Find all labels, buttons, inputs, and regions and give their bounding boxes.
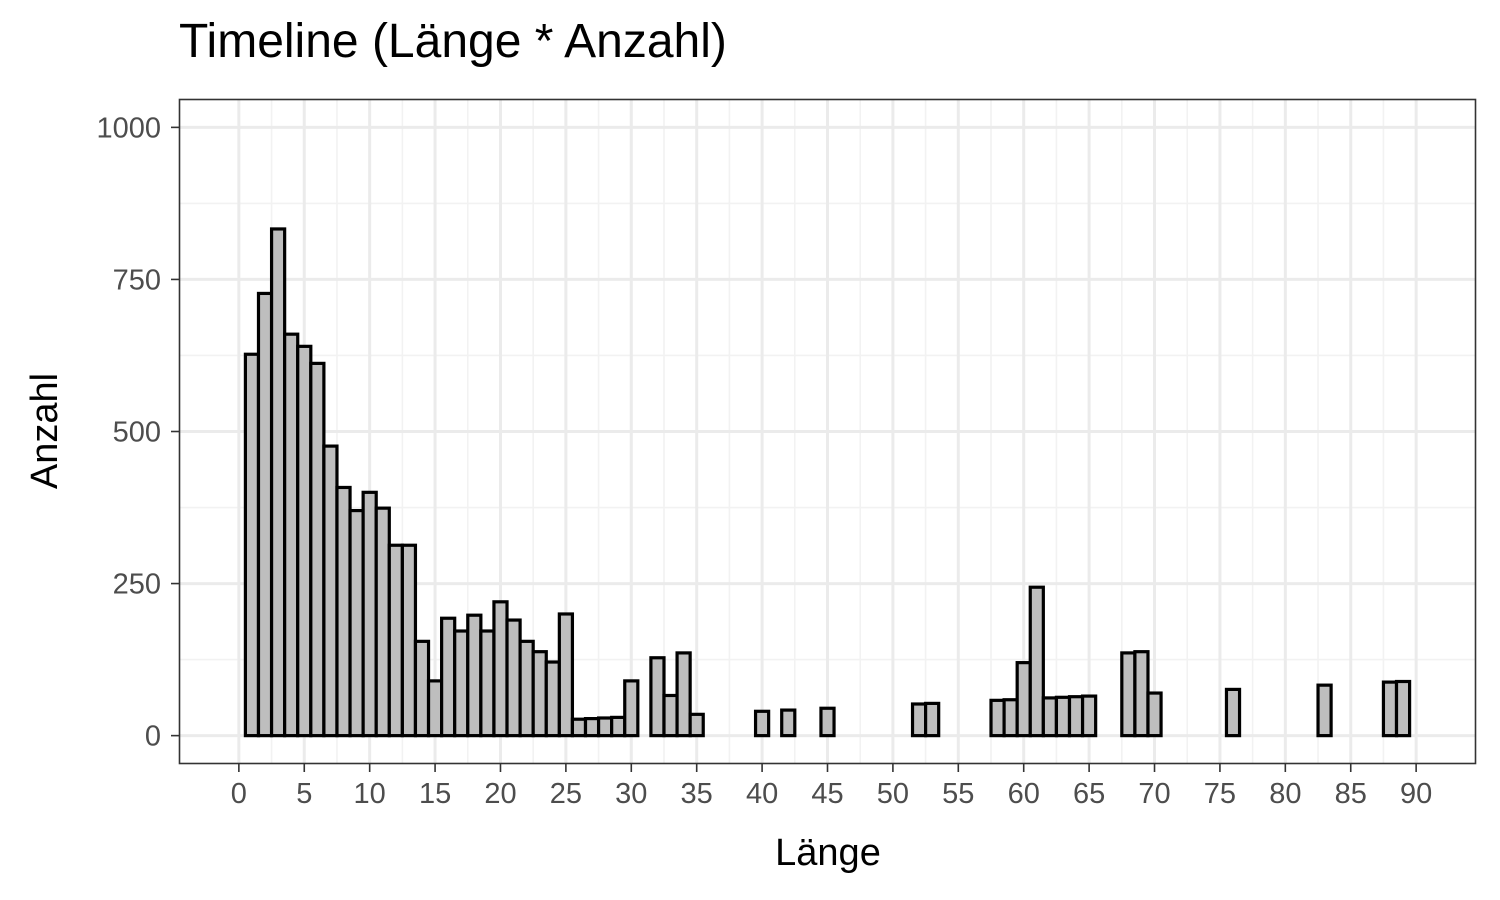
bar — [387, 543, 404, 738]
chart-title: Timeline (Länge * Anzahl) — [179, 15, 727, 68]
bar — [570, 717, 588, 738]
x-tick-label: 65 — [1073, 778, 1105, 810]
bar — [1041, 696, 1059, 738]
x-tick-label: 10 — [354, 778, 386, 810]
x-axis-title: Länge — [775, 832, 881, 874]
bar — [623, 679, 640, 738]
x-tick-label: 55 — [942, 778, 974, 810]
bar — [610, 715, 627, 738]
bar — [596, 716, 614, 738]
bar — [400, 543, 418, 738]
x-tick-label: 45 — [811, 778, 843, 810]
bar — [256, 291, 274, 738]
x-tick-label: 0 — [231, 778, 247, 810]
x-tick-label: 85 — [1335, 778, 1367, 810]
bar — [819, 706, 836, 738]
bar — [518, 639, 535, 738]
y-axis-title: Anzahl — [24, 373, 66, 489]
bar — [492, 600, 509, 738]
bar — [688, 712, 705, 738]
bar — [675, 651, 692, 738]
bar — [1394, 679, 1412, 738]
y-tick-label: 1000 — [96, 112, 161, 144]
x-tick-label: 60 — [1008, 778, 1040, 810]
bar — [557, 612, 575, 738]
bar — [322, 444, 339, 738]
bar — [335, 485, 352, 738]
bar — [1133, 650, 1150, 738]
bar — [348, 508, 365, 738]
bars — [243, 227, 1412, 738]
y-tick-label: 750 — [113, 264, 161, 296]
bar — [426, 679, 444, 738]
bar — [243, 352, 261, 738]
bar — [1316, 683, 1333, 738]
y-tick-label: 250 — [113, 569, 161, 601]
bar — [479, 629, 496, 738]
bar — [505, 618, 522, 738]
y-axis-ticks: 0 250 500 750 1000 — [96, 112, 180, 753]
x-tick-label: 20 — [484, 778, 516, 810]
x-axis-ticks: 0 5 10 15 20 25 30 35 40 45 50 55 60 65 70 75 80 85 90 — [231, 763, 1432, 810]
bar — [1067, 695, 1085, 738]
bar — [1381, 680, 1399, 738]
bar — [269, 227, 287, 738]
x-tick-label: 40 — [746, 778, 778, 810]
bar — [1015, 661, 1032, 738]
x-tick-label: 70 — [1138, 778, 1170, 810]
bar — [309, 361, 326, 738]
major-gridlines — [180, 100, 1475, 763]
bar — [466, 613, 483, 738]
x-tick-label: 75 — [1204, 778, 1236, 810]
bar — [374, 506, 391, 738]
y-tick-label: 500 — [113, 417, 161, 449]
bar — [361, 490, 378, 738]
bar — [1002, 698, 1019, 738]
bar — [989, 698, 1006, 738]
bar — [440, 616, 457, 738]
bar — [296, 344, 313, 738]
bar — [662, 693, 679, 738]
bar — [453, 629, 470, 738]
bar — [413, 639, 431, 738]
x-tick-label: 35 — [681, 778, 713, 810]
y-tick-label: 0 — [145, 721, 161, 753]
bar — [1120, 651, 1137, 738]
bar — [649, 656, 666, 738]
bar — [531, 650, 548, 738]
bar — [1146, 691, 1163, 738]
x-tick-label: 5 — [296, 778, 312, 810]
bar — [283, 332, 300, 738]
bar — [544, 660, 561, 738]
bar — [910, 702, 928, 738]
bar — [753, 709, 771, 738]
x-tick-label: 30 — [615, 778, 647, 810]
x-tick-label: 25 — [550, 778, 582, 810]
bar — [583, 716, 601, 738]
x-tick-label: 80 — [1269, 778, 1301, 810]
bar — [1054, 695, 1072, 738]
bar — [1028, 585, 1045, 738]
x-tick-label: 15 — [419, 778, 451, 810]
bar — [1080, 694, 1098, 738]
bar — [1224, 687, 1242, 738]
x-tick-label: 50 — [877, 778, 909, 810]
bar — [924, 701, 941, 738]
bar — [780, 708, 797, 738]
x-tick-label: 90 — [1400, 778, 1432, 810]
